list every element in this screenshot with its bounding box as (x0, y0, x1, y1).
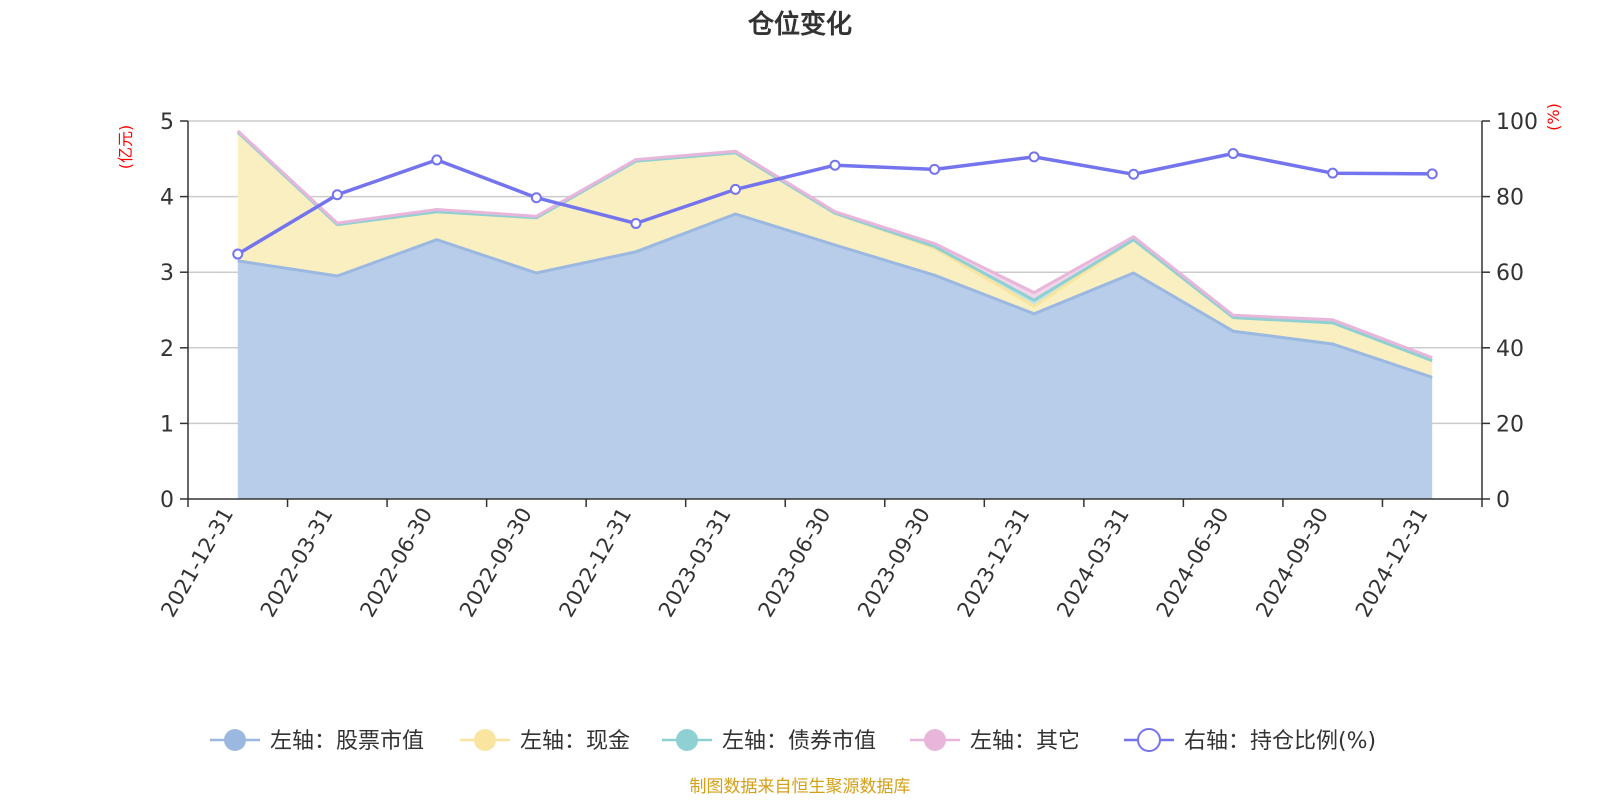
source-note: 制图数据来自恒生聚源数据库 (690, 777, 911, 797)
area-line (237, 212, 1433, 379)
left-tick-label: 2 (160, 337, 174, 362)
chart-title: 仓位变化 (747, 9, 852, 40)
right-tick-label: 60 (1496, 261, 1524, 286)
position-ratio-point (630, 217, 642, 229)
legend-label: 左轴：现金 (520, 729, 630, 754)
right-tick-label: 40 (1496, 337, 1524, 362)
line-series (232, 148, 1438, 260)
position-ratio-point (1128, 168, 1140, 180)
position-ratio-point (530, 192, 542, 204)
legend-label: 左轴：债券市值 (722, 729, 876, 754)
legend-marker (224, 729, 246, 751)
legend-marker (924, 729, 946, 751)
right-tick-label: 20 (1496, 412, 1524, 437)
legend-label: 左轴：其它 (970, 729, 1080, 754)
legend-marker (1137, 728, 1161, 752)
x-tick-label: 2023-12-31 (953, 504, 1035, 622)
position-ratio-point (829, 159, 841, 171)
x-tick-label: 2023-03-31 (654, 504, 736, 622)
position-ratio-point (1028, 151, 1040, 163)
x-tick-label: 2022-12-31 (554, 504, 636, 622)
right-axis-unit: (%) (1544, 103, 1563, 131)
position-ratio-point (929, 163, 941, 175)
x-tick-label: 2024-12-31 (1351, 504, 1433, 622)
position-ratio-point (729, 183, 741, 195)
x-tick-label: 2024-03-31 (1052, 504, 1134, 622)
position-ratio-point (331, 189, 343, 201)
left-tick-label: 3 (160, 261, 174, 286)
x-tick-label: 2024-09-30 (1251, 504, 1333, 622)
position-ratio-point (1327, 167, 1339, 179)
x-tick-label: 2021-12-31 (156, 504, 238, 622)
area-series (236, 129, 1433, 499)
x-tick-label: 2022-03-31 (256, 504, 338, 622)
right-tick-label: 100 (1496, 110, 1538, 135)
x-tick-label: 2022-06-30 (355, 504, 437, 622)
x-tick-label: 2022-09-30 (455, 504, 537, 622)
left-axis-unit: (亿元) (116, 125, 135, 170)
legend-marker (474, 729, 496, 751)
area-line (236, 129, 1433, 360)
x-tick-label: 2023-06-30 (754, 504, 836, 622)
left-tick-label: 1 (160, 412, 174, 437)
right-tick-label: 0 (1496, 488, 1510, 513)
x-tick-label: 2024-06-30 (1152, 504, 1234, 622)
position-ratio-point (1426, 168, 1438, 180)
legend-marker (676, 729, 698, 751)
x-tick-label: 2023-09-30 (853, 504, 935, 622)
position-ratio-point (1227, 148, 1239, 160)
left-tick-label: 5 (160, 110, 174, 135)
position-ratio-point (431, 154, 443, 166)
legend-label: 右轴：持仓比例(%) (1184, 729, 1376, 754)
right-tick-label: 80 (1496, 186, 1524, 211)
left-tick-label: 4 (160, 186, 174, 211)
position-ratio-point (232, 248, 244, 260)
legend-label: 左轴：股票市值 (270, 729, 424, 754)
legend: 左轴：股票市值 左轴：现金 左轴：债券市值 左轴：其它 右轴：持仓比例(%) (210, 728, 1376, 754)
area-fill (237, 214, 1433, 499)
left-tick-label: 0 (160, 488, 174, 513)
